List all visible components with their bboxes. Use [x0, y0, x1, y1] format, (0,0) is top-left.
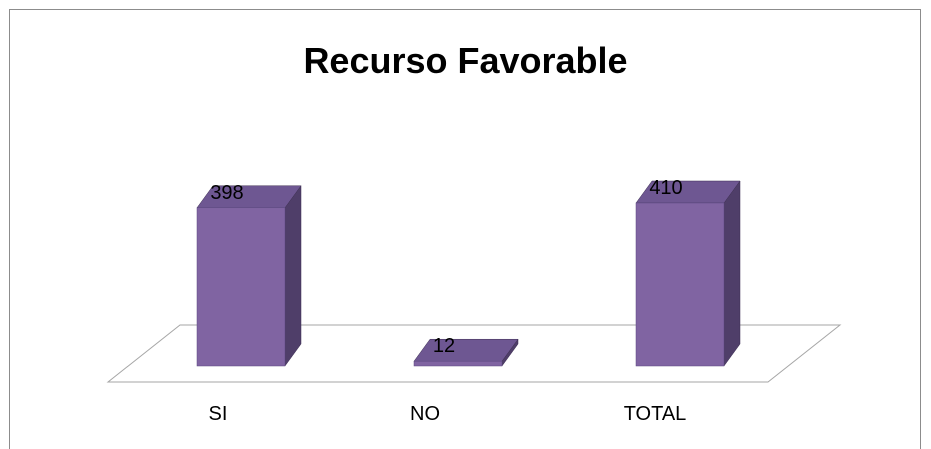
bar-side-total — [723, 180, 741, 367]
category-label-total: TOTAL — [624, 403, 687, 425]
data-label-si: 398 — [210, 182, 243, 204]
bar-no — [413, 338, 519, 367]
category-label-si: SI — [209, 403, 228, 425]
bar-front-total — [635, 202, 725, 367]
chart-title: Recurso Favorable — [303, 40, 628, 81]
bar-front-si — [196, 207, 286, 367]
bars-group — [196, 180, 741, 367]
data-label-total: 410 — [649, 177, 682, 199]
bar-side-si — [284, 185, 302, 367]
bar-front-no — [413, 360, 503, 367]
labels-group: 398 SI 12 NO 410 TOTAL — [209, 177, 687, 425]
category-label-no: NO — [410, 403, 440, 425]
data-label-no: 12 — [433, 335, 455, 357]
bar-si — [196, 185, 302, 367]
bar-top-no — [413, 338, 519, 362]
bar-total — [635, 180, 741, 367]
